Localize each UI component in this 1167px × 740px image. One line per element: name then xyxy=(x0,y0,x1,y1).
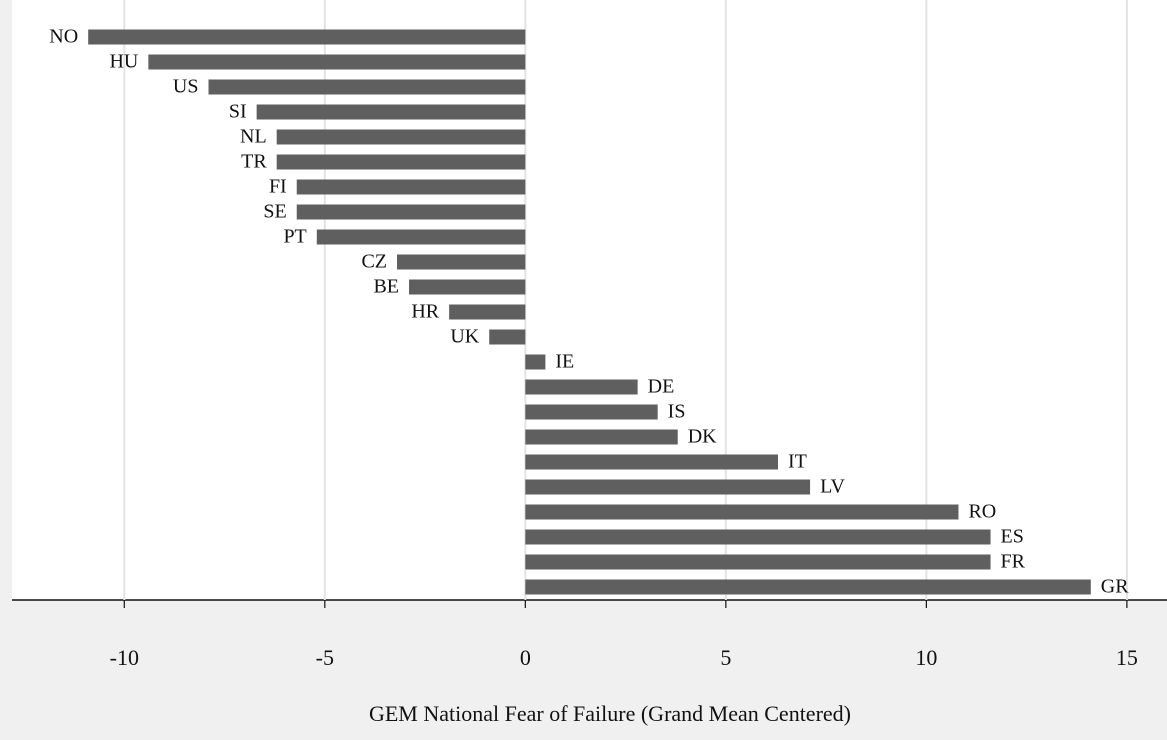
bar-label: IS xyxy=(668,401,686,423)
bar-label: US xyxy=(173,76,199,98)
bar xyxy=(525,579,1091,595)
bar-label: CZ xyxy=(361,251,387,273)
bar-label: DK xyxy=(688,426,717,448)
x-tick-label: -10 xyxy=(110,645,139,670)
bar-label: FI xyxy=(269,176,287,198)
x-tick-label: 15 xyxy=(1116,645,1138,670)
bar xyxy=(489,329,526,345)
bar xyxy=(296,204,526,220)
bar xyxy=(525,529,991,545)
bar-label: HU xyxy=(109,51,138,73)
bar-label: NO xyxy=(49,26,78,48)
bar xyxy=(397,254,526,270)
bar xyxy=(316,229,526,245)
bar-label: DE xyxy=(648,376,675,398)
x-tick-label: -5 xyxy=(316,645,334,670)
bar xyxy=(208,79,526,95)
bar-label: BE xyxy=(373,276,399,298)
bar-label: ES xyxy=(1001,526,1024,548)
bar xyxy=(525,354,546,370)
bar xyxy=(88,29,526,45)
x-tick-label: 10 xyxy=(915,645,937,670)
bar xyxy=(525,554,991,570)
bar-label: TR xyxy=(241,151,267,173)
x-tick-label: 0 xyxy=(520,645,531,670)
bar xyxy=(449,304,526,320)
bar-label: NL xyxy=(240,126,267,148)
bar xyxy=(276,129,526,145)
bar-label: FR xyxy=(1001,551,1026,573)
bar-label: UK xyxy=(450,326,479,348)
x-tick-label: 5 xyxy=(720,645,731,670)
bar xyxy=(525,429,678,445)
bar xyxy=(256,104,526,120)
bar xyxy=(148,54,526,70)
bar xyxy=(525,479,811,495)
bar xyxy=(276,154,526,170)
bar-label: IE xyxy=(555,351,574,373)
bar-label: SE xyxy=(263,201,286,223)
bar-label: GR xyxy=(1101,576,1129,598)
x-axis-label: GEM National Fear of Failure (Grand Mean… xyxy=(369,701,851,726)
bar xyxy=(525,379,638,395)
bar xyxy=(525,504,959,520)
bar-label: IT xyxy=(788,451,807,473)
bar-label: LV xyxy=(820,476,845,498)
bar-label: RO xyxy=(968,501,996,523)
bar-label: PT xyxy=(283,226,306,248)
plot-area xyxy=(12,0,1167,600)
bar xyxy=(296,179,526,195)
bar xyxy=(409,279,526,295)
bar xyxy=(525,404,658,420)
bar-label: SI xyxy=(229,101,247,123)
bar-label: HR xyxy=(411,301,439,323)
bar xyxy=(525,454,778,470)
